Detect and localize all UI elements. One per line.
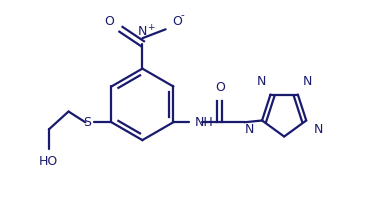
Text: O: O [105, 14, 114, 28]
Text: O: O [215, 81, 225, 94]
Text: +: + [147, 23, 154, 32]
Text: N: N [256, 75, 266, 88]
Text: O: O [172, 14, 182, 28]
Text: -: - [181, 10, 184, 20]
Text: HO: HO [39, 155, 58, 168]
Text: N: N [138, 25, 147, 38]
Text: N: N [245, 123, 254, 136]
Text: N: N [303, 75, 312, 88]
Text: N: N [314, 123, 323, 136]
Text: S: S [83, 116, 91, 129]
Text: NH: NH [195, 116, 214, 129]
